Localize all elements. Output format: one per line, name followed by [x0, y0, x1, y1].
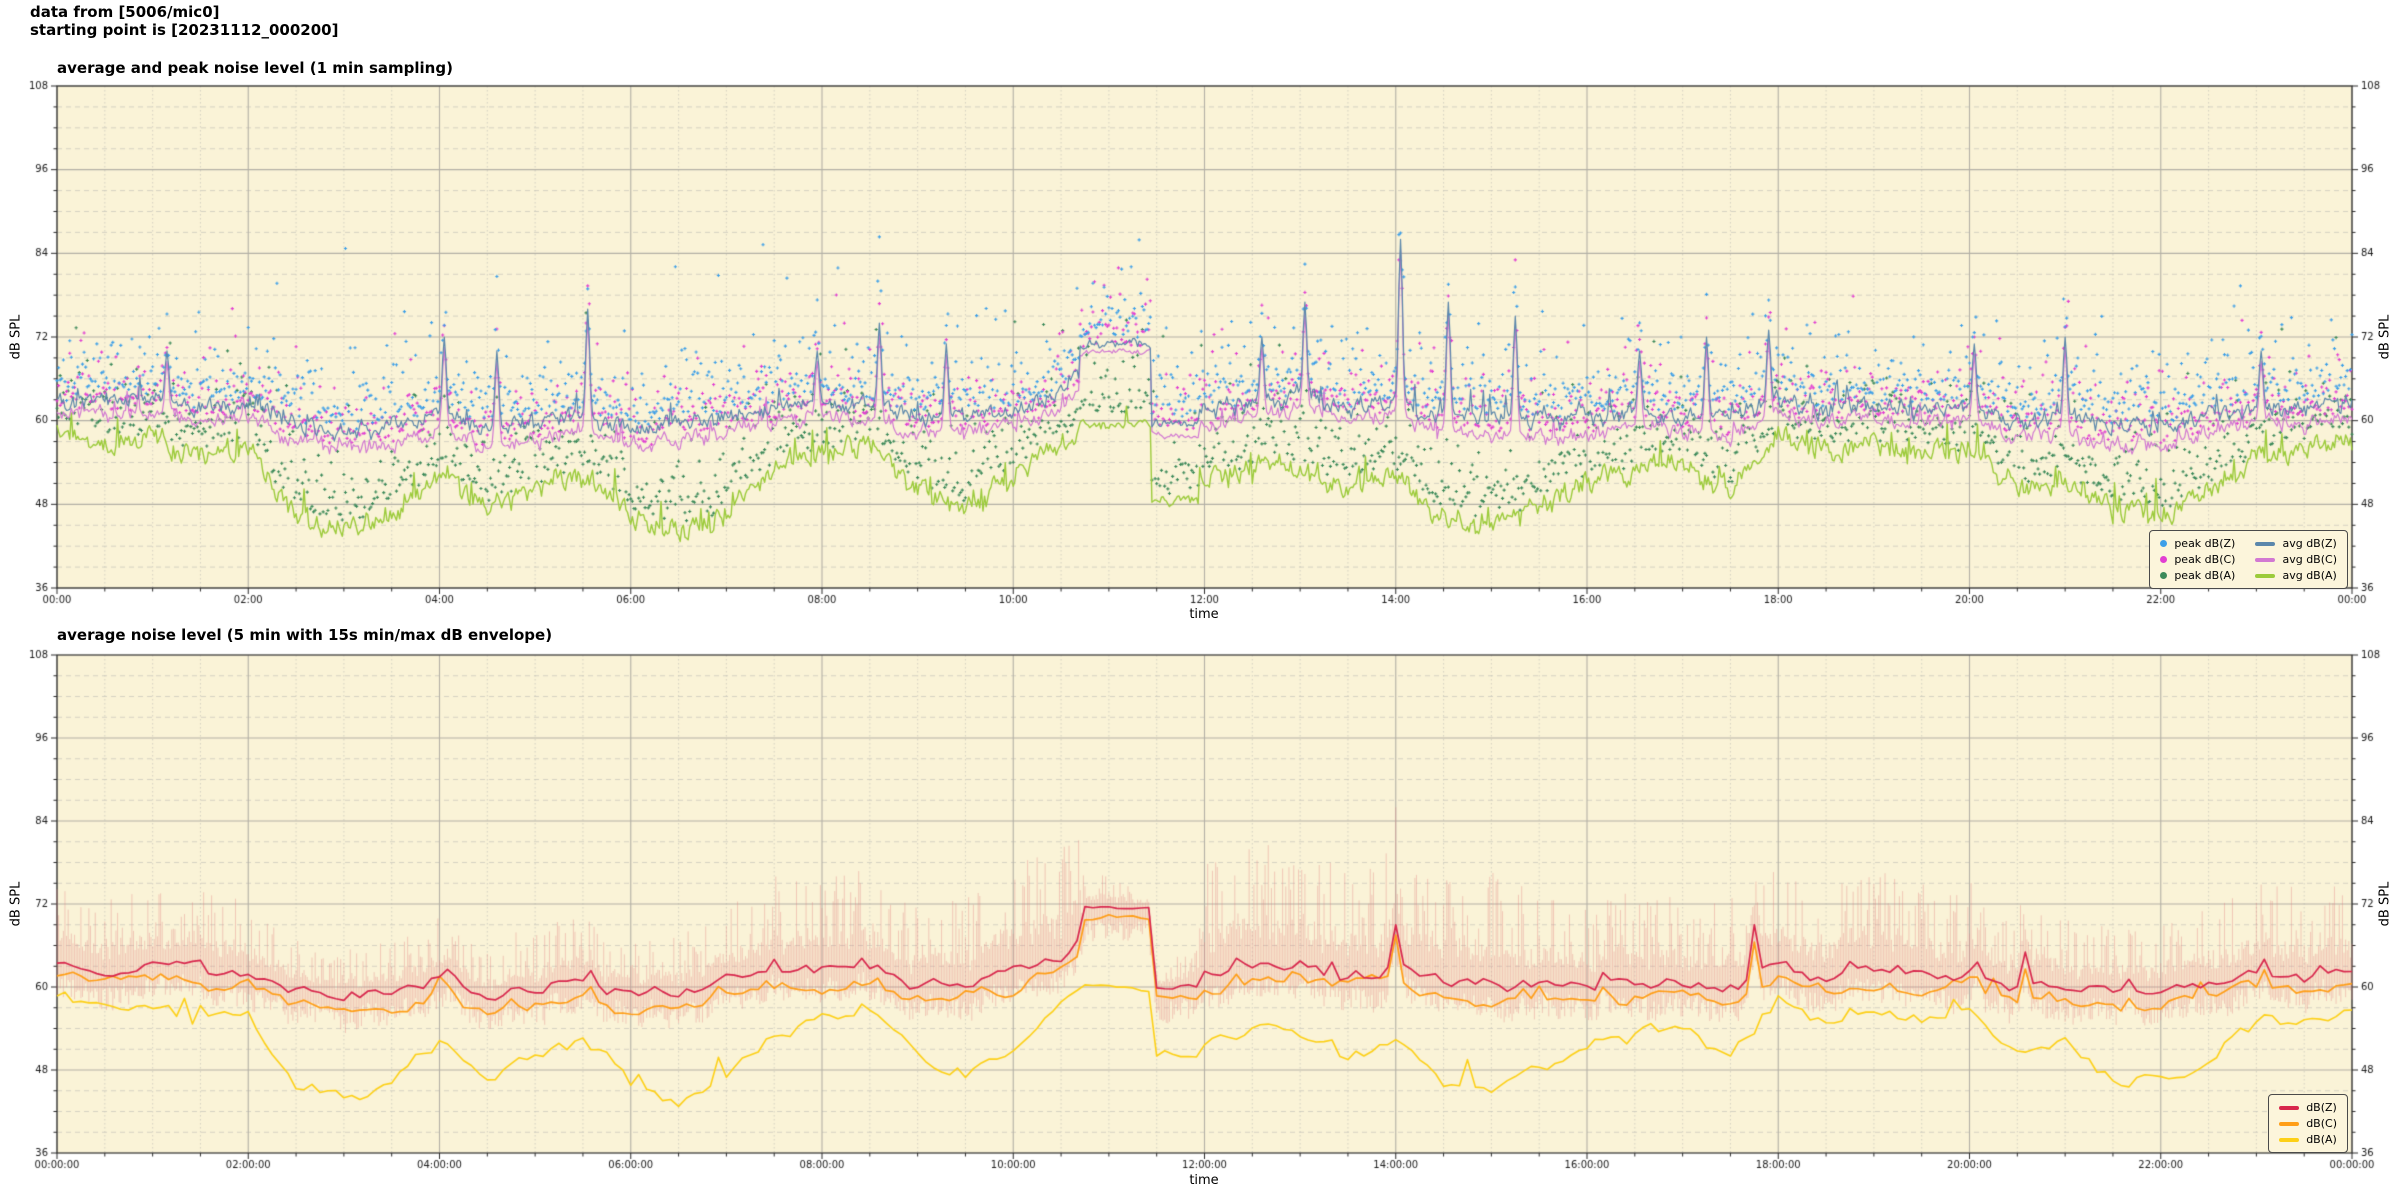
legend-line-swatch	[2279, 1105, 2300, 1110]
legend-item: avg dB(Z)	[2255, 536, 2337, 551]
legend-label: peak dB(Z)	[2174, 537, 2236, 550]
legend-label: avg dB(A)	[2282, 569, 2337, 582]
legend-item: dB(C)	[2279, 1116, 2337, 1131]
legend-line-swatch	[2279, 1121, 2300, 1126]
legend-line-swatch	[2279, 1137, 2300, 1142]
legend-marker-swatch	[2160, 572, 2168, 579]
legend-label: avg dB(Z)	[2282, 537, 2337, 550]
legend-label: dB(Z)	[2306, 1101, 2337, 1114]
top-chart-ylabel-left: dB SPL	[8, 314, 24, 360]
bottom-chart-title: average noise level (5 min with 15s min/…	[57, 626, 553, 644]
legend-item: dB(Z)	[2279, 1100, 2337, 1115]
legend-label: dB(C)	[2306, 1117, 2337, 1130]
top-chart-ylabel-right: dB SPL	[2377, 314, 2393, 360]
legend-label: peak dB(C)	[2174, 553, 2236, 566]
bottom-chart-xlabel: time	[1189, 1173, 1219, 1188]
top-chart-title: average and peak noise level (1 min samp…	[57, 59, 453, 77]
top-chart-legend: peak dB(Z) peak dB(C) peak dB(A) avg dB(Z) a…	[2149, 530, 2348, 589]
legend-label: peak dB(A)	[2174, 569, 2236, 582]
bottom-chart-legend: dB(Z) dB(C) dB(A)	[2268, 1094, 2348, 1153]
header-starting-point: starting point is [20231112_000200]	[30, 21, 339, 39]
legend-item: dB(A)	[2279, 1132, 2337, 1147]
legend-item: peak dB(C)	[2160, 552, 2235, 567]
top-chart-xlabel: time	[1189, 607, 1219, 622]
legend-line-swatch	[2255, 573, 2276, 578]
header-data-source: data from [5006/mic0]	[30, 3, 220, 21]
legend-label: dB(A)	[2306, 1133, 2337, 1146]
legend-item: peak dB(A)	[2160, 568, 2235, 583]
bottom-chart-ylabel-right: dB SPL	[2377, 881, 2393, 927]
legend-marker-swatch	[2160, 556, 2168, 563]
legend-line-swatch	[2255, 541, 2276, 546]
legend-item: avg dB(C)	[2255, 552, 2337, 567]
legend-line-swatch	[2255, 557, 2276, 562]
legend-label: avg dB(C)	[2282, 553, 2337, 566]
legend-item: peak dB(Z)	[2160, 536, 2235, 551]
legend-item: avg dB(A)	[2255, 568, 2337, 583]
legend-marker-swatch	[2160, 540, 2168, 547]
bottom-chart-ylabel-left: dB SPL	[8, 881, 24, 927]
